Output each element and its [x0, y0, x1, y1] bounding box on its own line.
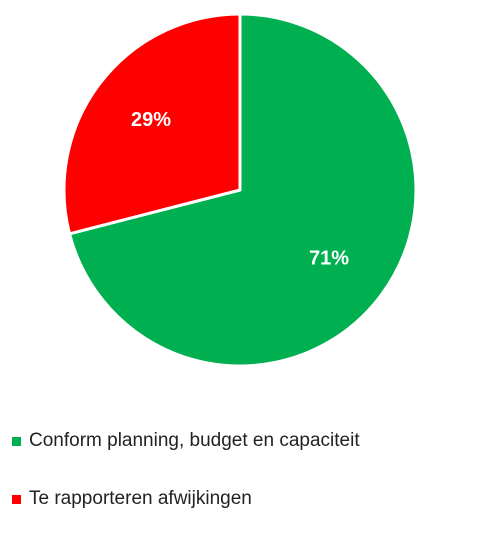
pie-slice-afwijkingen: [62, 12, 242, 236]
data-label-afwijkingen: 29%: [131, 109, 171, 131]
pie-slice-conform: [68, 12, 418, 368]
legend-item-conform: Conform planning, budget en capaciteit: [12, 428, 360, 454]
pie-slices: [62, 12, 418, 368]
legend-item-afwijkingen: Te rapporteren afwijkingen: [12, 486, 360, 512]
legend: Conform planning, budget en capaciteit T…: [12, 428, 360, 544]
data-label-conform: 71%: [309, 247, 349, 269]
legend-swatch-red: [12, 494, 21, 504]
legend-label: Conform planning, budget en capaciteit: [29, 430, 360, 451]
legend-label: Te rapporteren afwijkingen: [29, 488, 252, 509]
pie-chart: 71% 29%: [62, 12, 418, 368]
legend-swatch-green: [12, 436, 21, 446]
pie-data-labels: 71% 29%: [131, 109, 349, 269]
